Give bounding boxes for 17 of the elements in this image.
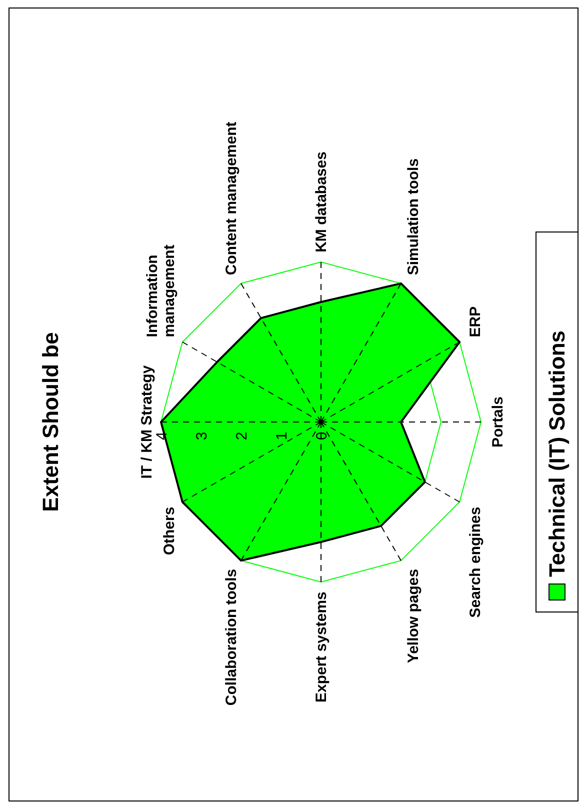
spoke-label: IT / KM Strategy [138, 364, 156, 479]
spoke-label: Others [161, 506, 178, 556]
spoke-label: KM databases [313, 152, 330, 252]
text: Extent Should be [38, 332, 63, 512]
spoke-label: Expert systems [313, 592, 330, 703]
text: Technical (IT) Solutions [544, 330, 570, 577]
spoke-label: Collaboration tools [223, 568, 240, 706]
spoke-label: ERP [466, 306, 484, 338]
spoke-label: Simulation tools [404, 158, 422, 276]
y-tick-label: 2 [233, 432, 250, 440]
y-tick-label: 1 [273, 432, 290, 440]
spoke-label: Search engines [466, 506, 484, 618]
y-tick-label: 3 [193, 432, 210, 440]
spoke-label: Content management [223, 122, 240, 276]
spoke-label: Yellow pages [404, 568, 422, 664]
spoke-label: Information management [144, 244, 178, 338]
spoke-label: Portals [490, 396, 507, 448]
